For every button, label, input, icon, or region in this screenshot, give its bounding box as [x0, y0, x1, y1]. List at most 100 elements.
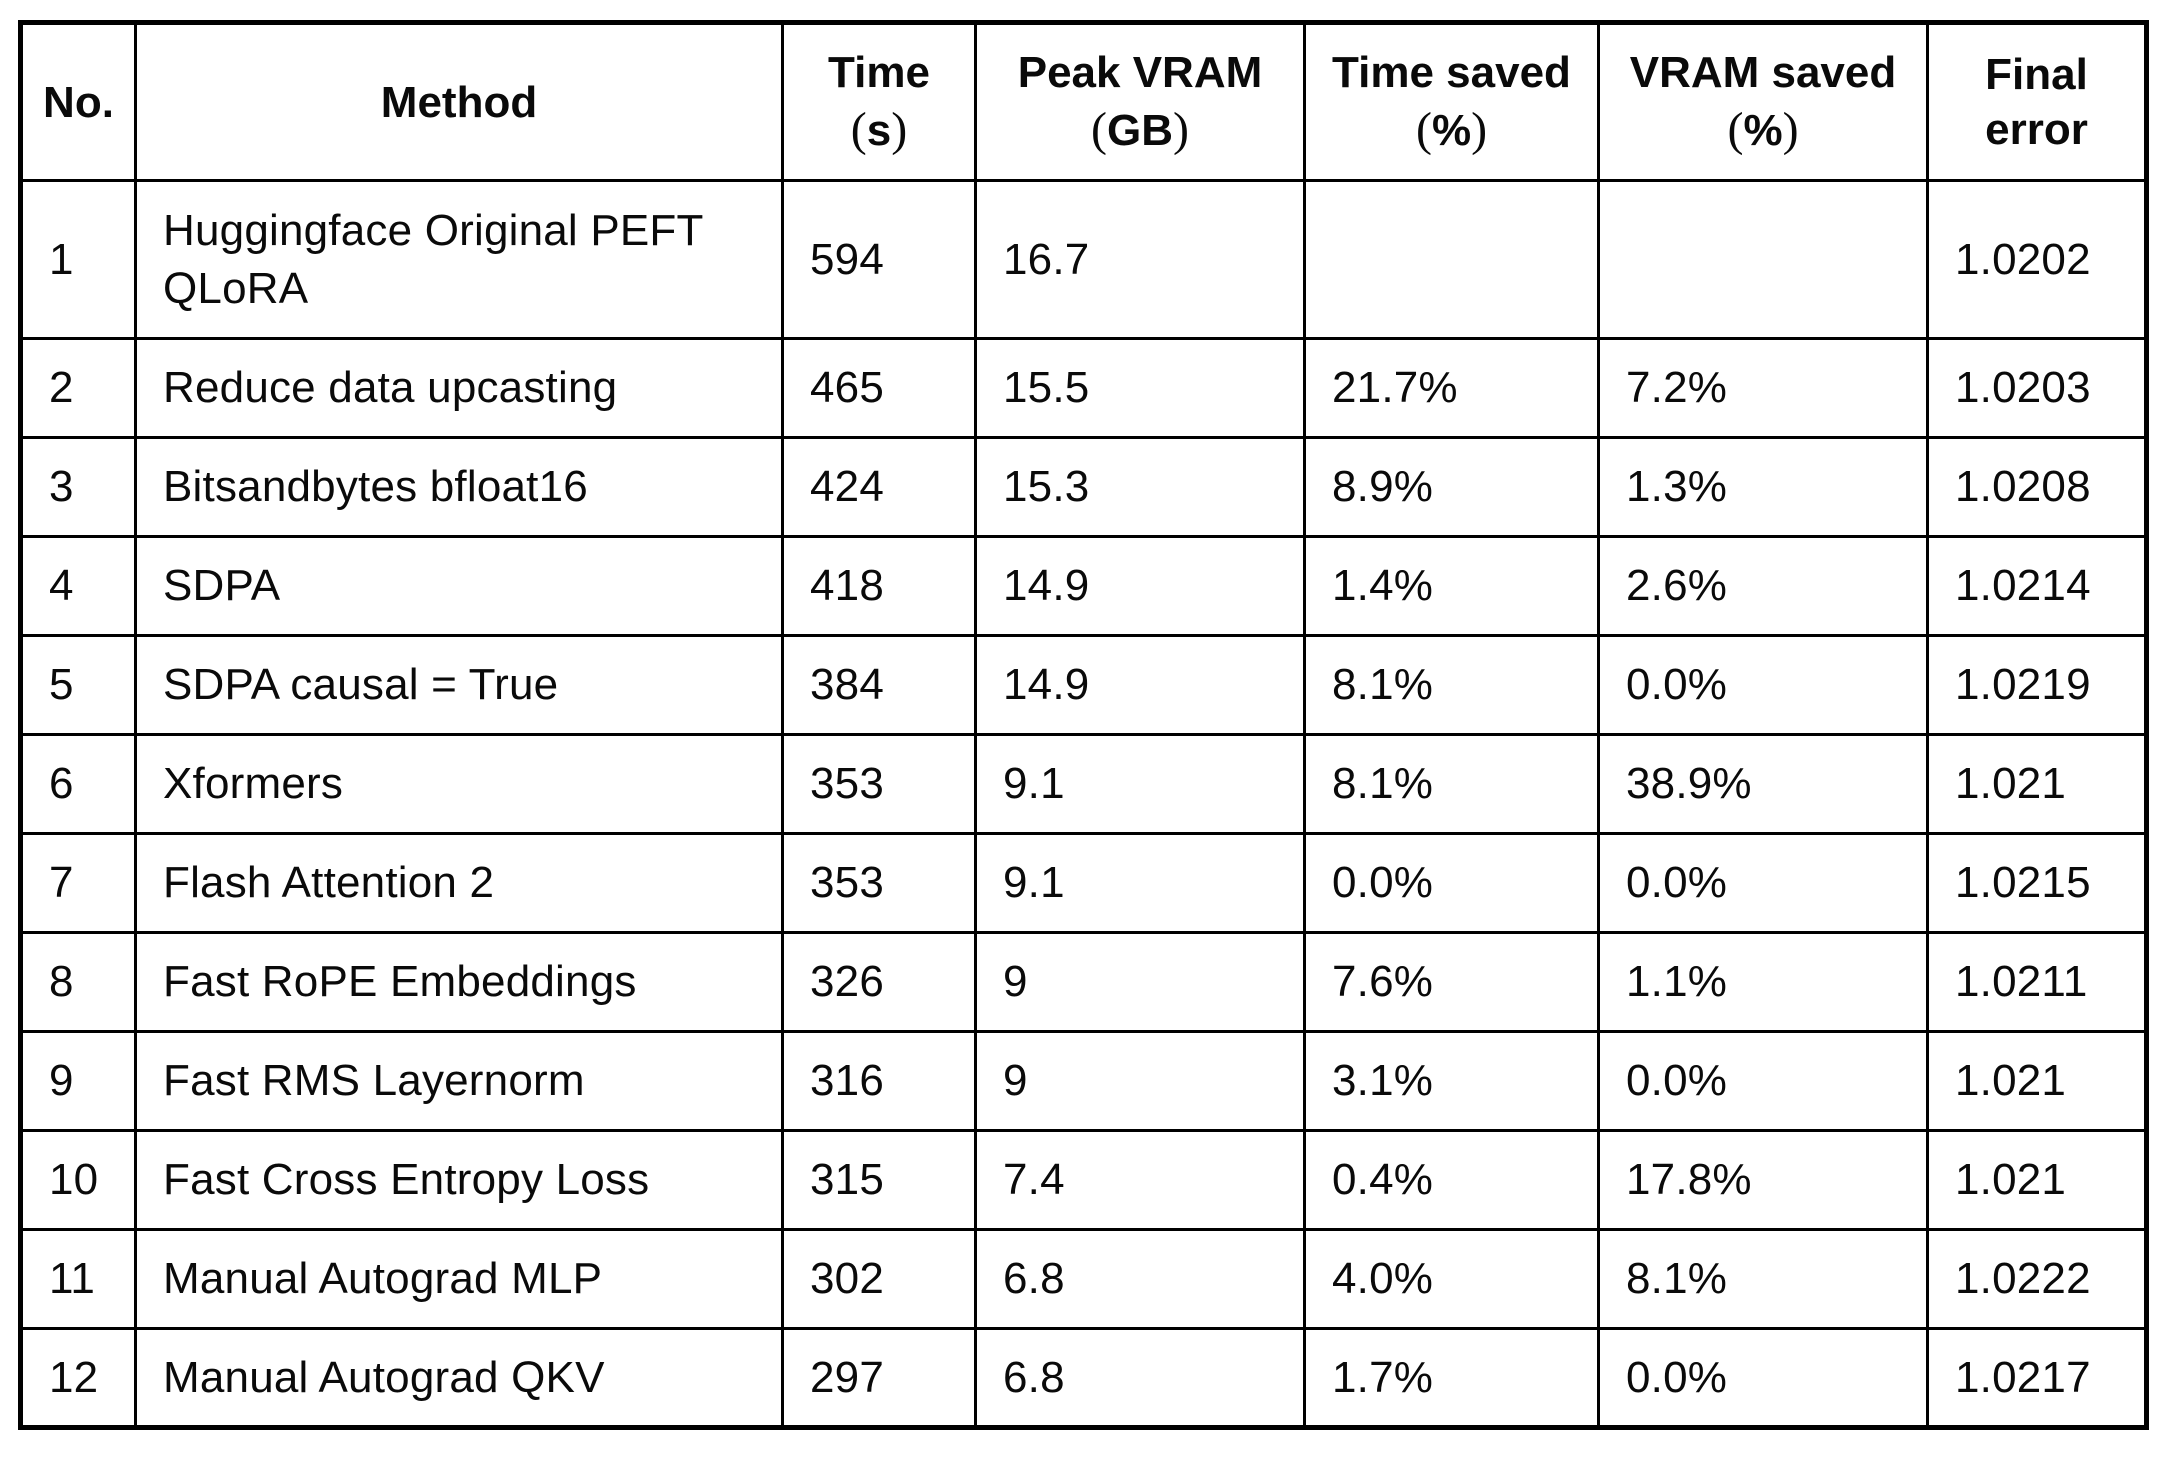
- paren-open: (: [1415, 102, 1432, 156]
- cell-final-error: 1.021: [1926, 733, 2148, 835]
- cell-no: 10: [19, 1129, 137, 1231]
- cell-time-saved: 0.0%: [1303, 832, 1600, 934]
- cell-peak-vram: 6.8: [974, 1228, 1306, 1330]
- cell-no: 2: [19, 337, 137, 439]
- column-header-label: Peak VRAM: [1017, 47, 1263, 97]
- cell-final-error: 1.021: [1926, 1030, 2148, 1132]
- column-header-label: Method: [380, 77, 538, 127]
- paren-open: (: [1727, 102, 1744, 156]
- column-header-method: Method: [134, 21, 784, 182]
- column-header-label: Time: [828, 47, 930, 97]
- cell-method: Reduce data upcasting: [134, 337, 784, 439]
- table-body: 1 Huggingface Original PEFT QLoRA 594 16.7 1…: [19, 179, 2148, 1429]
- cell-time-saved: 7.6%: [1303, 931, 1600, 1033]
- cell-time: 316: [781, 1030, 977, 1132]
- cell-no: 6: [19, 733, 137, 835]
- cell-peak-vram: 9.1: [974, 832, 1306, 934]
- cell-peak-vram: 9: [974, 1030, 1306, 1132]
- cell-time-saved: [1303, 179, 1600, 340]
- column-header-time-saved: Time saved (%): [1303, 21, 1600, 182]
- column-header-vram-saved: VRAM saved (%): [1597, 21, 1929, 182]
- cell-method: Fast RMS Layernorm: [134, 1030, 784, 1132]
- cell-vram-saved: 0.0%: [1597, 1030, 1929, 1132]
- cell-time-saved: 8.9%: [1303, 436, 1600, 538]
- cell-final-error: 1.0202: [1926, 179, 2148, 340]
- cell-vram-saved: 0.0%: [1597, 634, 1929, 736]
- cell-vram-saved: 38.9%: [1597, 733, 1929, 835]
- cell-time: 594: [781, 179, 977, 340]
- cell-final-error: 1.0217: [1926, 1327, 2148, 1429]
- table-row: 9 Fast RMS Layernorm 316 9 3.1% 0.0% 1.021: [19, 1030, 2148, 1132]
- table-row: 12 Manual Autograd QKV 297 6.8 1.7% 0.0% 1.021…: [19, 1327, 2148, 1429]
- unit-label: GB: [1107, 105, 1173, 155]
- cell-method: Bitsandbytes bfloat16: [134, 436, 784, 538]
- benchmark-table: No. Method Time (s) Peak VRAM (GB) Time saved(…: [18, 20, 2149, 1430]
- table-row: 2 Reduce data upcasting 465 15.5 21.7% 7.2% 1.…: [19, 337, 2148, 439]
- cell-peak-vram: 14.9: [974, 634, 1306, 736]
- column-header-unit: (%): [1312, 100, 1591, 160]
- cell-no: 8: [19, 931, 137, 1033]
- cell-final-error: 1.0211: [1926, 931, 2148, 1033]
- table-row: 7 Flash Attention 2 353 9.1 0.0% 0.0% 1.0215: [19, 832, 2148, 934]
- cell-final-error: 1.0208: [1926, 436, 2148, 538]
- cell-final-error: 1.021: [1926, 1129, 2148, 1231]
- cell-method: Flash Attention 2: [134, 832, 784, 934]
- table-row: 6 Xformers 353 9.1 8.1% 38.9% 1.021: [19, 733, 2148, 835]
- column-header-unit: (GB): [983, 100, 1297, 160]
- cell-time: 297: [781, 1327, 977, 1429]
- cell-no: 11: [19, 1228, 137, 1330]
- cell-no: 4: [19, 535, 137, 637]
- cell-peak-vram: 6.8: [974, 1327, 1306, 1429]
- cell-peak-vram: 7.4: [974, 1129, 1306, 1231]
- paren-close: ): [891, 102, 908, 156]
- table-row: 3 Bitsandbytes bfloat16 424 15.3 8.9% 1.3% 1.0…: [19, 436, 2148, 538]
- table-row: 11 Manual Autograd MLP 302 6.8 4.0% 8.1% 1.022…: [19, 1228, 2148, 1330]
- cell-time-saved: 1.7%: [1303, 1327, 1600, 1429]
- cell-final-error: 1.0215: [1926, 832, 2148, 934]
- paren-open: (: [1091, 102, 1107, 156]
- cell-time: 465: [781, 337, 977, 439]
- cell-no: 12: [19, 1327, 137, 1429]
- cell-method: Manual Autograd QKV: [134, 1327, 784, 1429]
- cell-method: Huggingface Original PEFT QLoRA: [134, 179, 784, 340]
- unit-label: %: [1431, 105, 1472, 155]
- cell-final-error: 1.0219: [1926, 634, 2148, 736]
- cell-final-error: 1.0222: [1926, 1228, 2148, 1330]
- column-header-unit: (%): [1606, 100, 1920, 160]
- cell-vram-saved: 1.3%: [1597, 436, 1929, 538]
- cell-peak-vram: 9.1: [974, 733, 1306, 835]
- paren-close: ): [1782, 102, 1799, 156]
- paren-open: (: [850, 102, 867, 156]
- cell-no: 9: [19, 1030, 137, 1132]
- paren-close: ): [1173, 102, 1189, 156]
- cell-vram-saved: 2.6%: [1597, 535, 1929, 637]
- cell-time-saved: 1.4%: [1303, 535, 1600, 637]
- column-header-label: VRAM saved: [1629, 47, 1897, 97]
- column-header-label: No.: [43, 77, 114, 127]
- cell-method: Fast Cross Entropy Loss: [134, 1129, 784, 1231]
- cell-time: 384: [781, 634, 977, 736]
- cell-time: 315: [781, 1129, 977, 1231]
- cell-peak-vram: 15.5: [974, 337, 1306, 439]
- table-row: 8 Fast RoPE Embeddings 326 9 7.6% 1.1% 1.0211: [19, 931, 2148, 1033]
- header-row: No. Method Time (s) Peak VRAM (GB) Time saved(…: [19, 21, 2148, 182]
- column-header-label: Time saved: [1332, 47, 1571, 97]
- cell-vram-saved: 0.0%: [1597, 1327, 1929, 1429]
- unit-label: s: [866, 105, 892, 155]
- cell-time-saved: 0.4%: [1303, 1129, 1600, 1231]
- column-header-label: Final: [1985, 50, 2088, 99]
- cell-time-saved: 8.1%: [1303, 733, 1600, 835]
- column-header-time: Time (s): [781, 21, 977, 182]
- column-header-no: No.: [19, 21, 137, 182]
- column-header-unit: (s): [790, 100, 968, 160]
- cell-final-error: 1.0214: [1926, 535, 2148, 637]
- cell-peak-vram: 16.7: [974, 179, 1306, 340]
- table-row: 5 SDPA causal = True 384 14.9 8.1% 0.0% 1.0219: [19, 634, 2148, 736]
- cell-time-saved: 4.0%: [1303, 1228, 1600, 1330]
- cell-peak-vram: 15.3: [974, 436, 1306, 538]
- cell-time: 302: [781, 1228, 977, 1330]
- cell-vram-saved: [1597, 179, 1929, 340]
- table-row: 4 SDPA 418 14.9 1.4% 2.6% 1.0214: [19, 535, 2148, 637]
- cell-no: 3: [19, 436, 137, 538]
- cell-peak-vram: 9: [974, 931, 1306, 1033]
